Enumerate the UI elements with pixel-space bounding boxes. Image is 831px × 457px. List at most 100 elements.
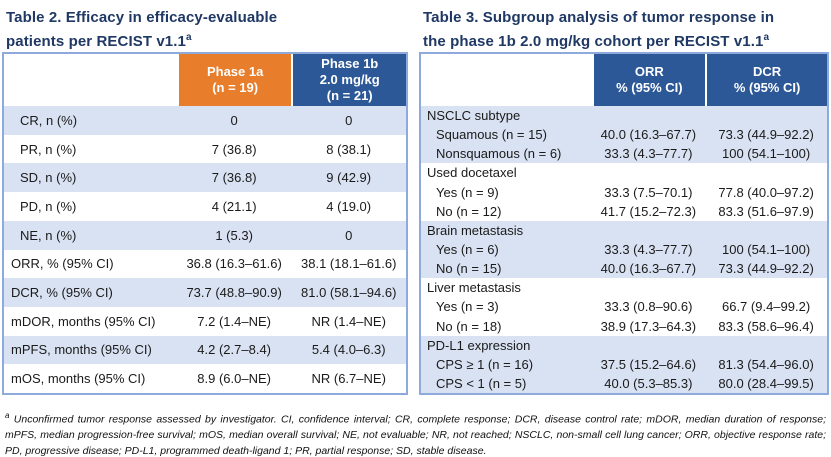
phase1a-value: 1 (5.3) [215, 227, 253, 243]
subgroup-label: Squamous (n = 15) [436, 127, 547, 143]
table3-group: NSCLC subtype Squamous (n = 15) 40.0 (16.3… [421, 106, 827, 164]
table3-row: CPS ≥ 1 (n = 16) 37.5 (15.2–64.6) 81.3 (54… [421, 355, 827, 374]
table3-header-row: ORR % (95% CI) DCR % (95% CI) [421, 54, 827, 106]
row-label: SD, n (%) [20, 170, 77, 186]
table3-row: Nonsquamous (n = 6) 33.3 (4.3–77.7) 100 (5… [421, 144, 827, 163]
table2-row: mPFS, months (95% CI) 4.2 (2.7–8.4) 5.4 (4… [4, 335, 406, 365]
orr-value: 40.0 (5.3–85.3) [604, 375, 693, 391]
subgroup-label: CPS ≥ 1 (n = 16) [436, 356, 534, 372]
phase1a-value: 4.2 (2.7–8.4) [197, 342, 271, 358]
phase1a-value: 7 (36.8) [211, 141, 257, 157]
table3: ORR % (95% CI) DCR % (95% CI) NSCLC subt… [419, 52, 829, 395]
dcr-value: 100 (54.1–100) [721, 146, 811, 162]
footnote: a Unconfirmed tumor response assessed by… [5, 408, 826, 457]
group-label: Brain metastasis [427, 222, 524, 238]
table3-row: Yes (n = 3) 33.3 (0.8–90.6) 66.7 (9.4–99.2… [421, 297, 827, 316]
orr-value: 33.3 (4.3–77.7) [604, 146, 693, 162]
table3-title-superscript: a [763, 32, 770, 43]
header-line: (n = 21) [326, 88, 373, 103]
group-label: Used docetaxel [427, 165, 517, 181]
table3-body: NSCLC subtype Squamous (n = 15) 40.0 (16.3… [421, 106, 827, 394]
table2-body: CR, n (%) 0 0 PR, n (%) 7 (36.8) 8 (38.1) SD, … [4, 106, 406, 393]
header-line: DCR [753, 64, 782, 79]
row-label: PR, n (%) [20, 141, 77, 157]
footnote-superscript: a [5, 411, 10, 420]
table2-row: DCR, % (95% CI) 73.7 (48.8–90.9) 81.0 (58.… [4, 278, 406, 307]
orr-value: 41.7 (15.2–72.3) [600, 203, 697, 219]
phase1b-value: 0 [345, 227, 353, 243]
table3-title-line2: the phase 1b 2.0 mg/kg cohort per RECIST… [423, 33, 764, 50]
dcr-value: 83.3 (51.6–97.9) [718, 203, 814, 219]
table2-title: Table 2. Efficacy in efficacy-evaluable … [2, 8, 408, 52]
table2-row: ORR, % (95% CI) 36.8 (16.3–61.6) 38.1 (18.… [4, 250, 406, 279]
table2-header-spacer [4, 54, 177, 106]
dcr-value: 66.7 (9.4–99.2) [721, 299, 811, 315]
subgroup-label: CPS < 1 (n = 5) [436, 375, 527, 391]
table2-row: CR, n (%) 0 0 [4, 106, 406, 135]
header-line: (n = 19) [212, 80, 259, 95]
table2-header-row: Phase 1a (n = 19) Phase 1b 2.0 mg/kg (n … [4, 54, 406, 106]
subgroup-label: Yes (n = 3) [436, 299, 499, 315]
header-line: % (95% CI) [616, 80, 683, 95]
table2: Phase 1a (n = 19) Phase 1b 2.0 mg/kg (n … [2, 52, 408, 395]
phase1a-value: 4 (21.1) [211, 198, 257, 214]
header-line: Phase 1a [206, 64, 264, 79]
row-label: NE, n (%) [20, 227, 77, 243]
dcr-value: 81.3 (54.4–96.0) [718, 356, 814, 372]
orr-value: 33.3 (4.3–77.7) [604, 242, 693, 258]
group-label: NSCLC subtype [427, 108, 521, 124]
phase1b-value: NR (1.4–NE) [311, 313, 386, 329]
table3-row: No (n = 12) 41.7 (15.2–72.3) 83.3 (51.6–97… [421, 202, 827, 221]
row-label: mPFS, months (95% CI) [11, 342, 152, 358]
subgroup-label: Nonsquamous (n = 6) [436, 146, 562, 162]
phase1a-value: 0 [230, 112, 238, 128]
dcr-value: 73.3 (44.9–92.2) [718, 261, 814, 277]
row-label: mOS, months (95% CI) [11, 371, 146, 387]
table2-header-phase1b: Phase 1b 2.0 mg/kg (n = 21) [291, 54, 406, 106]
table2-header-phase1a: Phase 1a (n = 19) [176, 54, 292, 106]
table2-row: PR, n (%) 7 (36.8) 8 (38.1) [4, 135, 406, 164]
row-label: DCR, % (95% CI) [11, 285, 113, 301]
table3-group: Liver metastasis Yes (n = 3) 33.3 (0.8–90.… [421, 278, 827, 335]
phase1b-value: 4 (19.0) [326, 198, 372, 214]
table2-row: NE, n (%) 1 (5.3) 0 [4, 220, 406, 250]
table3-row: Squamous (n = 15) 40.0 (16.3–67.7) 73.3 (4… [421, 125, 827, 144]
group-label: Liver metastasis [427, 280, 521, 296]
table3-header-dcr: DCR % (95% CI) [705, 54, 827, 106]
header-line: 2.0 mg/kg [319, 72, 380, 87]
table3-section: Table 3. Subgroup analysis of tumor resp… [419, 8, 829, 395]
dcr-value: 77.8 (40.0–97.2) [718, 184, 814, 200]
table3-header-orr: ORR % (95% CI) [591, 54, 706, 106]
subgroup-label: No (n = 12) [436, 203, 502, 219]
orr-value: 40.0 (16.3–67.7) [600, 127, 697, 143]
dcr-value: 83.3 (58.6–96.4) [718, 318, 814, 334]
row-label: mDOR, months (95% CI) [11, 313, 156, 329]
table2-title-superscript: a [185, 32, 192, 43]
phase1a-value: 7 (36.8) [211, 170, 257, 186]
table3-title-line1: Table 3. Subgroup analysis of tumor resp… [423, 9, 775, 26]
table3-row: Yes (n = 6) 33.3 (4.3–77.7) 100 (54.1–100) [421, 240, 827, 259]
table2-row: PD, n (%) 4 (21.1) 4 (19.0) [4, 192, 406, 221]
table3-row: Yes (n = 9) 33.3 (7.5–70.1) 77.8 (40.0–97.… [421, 183, 827, 202]
header-line: Phase 1b [321, 56, 379, 71]
table3-row: No (n = 15) 40.0 (16.3–67.7) 73.3 (44.9–92… [421, 259, 827, 278]
subgroup-label: Yes (n = 6) [436, 242, 499, 258]
phase1a-value: 36.8 (16.3–61.6) [186, 256, 282, 272]
row-label: PD, n (%) [20, 198, 77, 214]
table3-row: CPS < 1 (n = 5) 40.0 (5.3–85.3) 80.0 (28.4… [421, 374, 827, 393]
table3-group: PD-L1 expression CPS ≥ 1 (n = 16) 37.5 (15… [421, 335, 827, 394]
table2-row: mDOR, months (95% CI) 7.2 (1.4–NE) NR (1.4… [4, 307, 406, 336]
table3-group: Brain metastasis Yes (n = 6) 33.3 (4.3–77.… [421, 220, 827, 279]
subgroup-label: No (n = 18) [436, 318, 502, 334]
phase1b-value: 5.4 (4.0–6.3) [311, 342, 386, 358]
phase1b-value: 81.0 (58.1–94.6) [301, 285, 397, 301]
orr-value: 40.0 (16.3–67.7) [600, 261, 697, 277]
row-label: CR, n (%) [20, 112, 78, 128]
group-label: PD-L1 expression [427, 337, 531, 353]
orr-value: 33.3 (0.8–90.6) [604, 299, 693, 315]
footnote-text: Unconfirmed tumor response assessed by i… [5, 413, 826, 457]
table2-title-line1: Table 2. Efficacy in efficacy-evaluable [6, 9, 278, 26]
orr-value: 33.3 (7.5–70.1) [604, 184, 693, 200]
orr-value: 37.5 (15.2–64.6) [600, 356, 697, 372]
